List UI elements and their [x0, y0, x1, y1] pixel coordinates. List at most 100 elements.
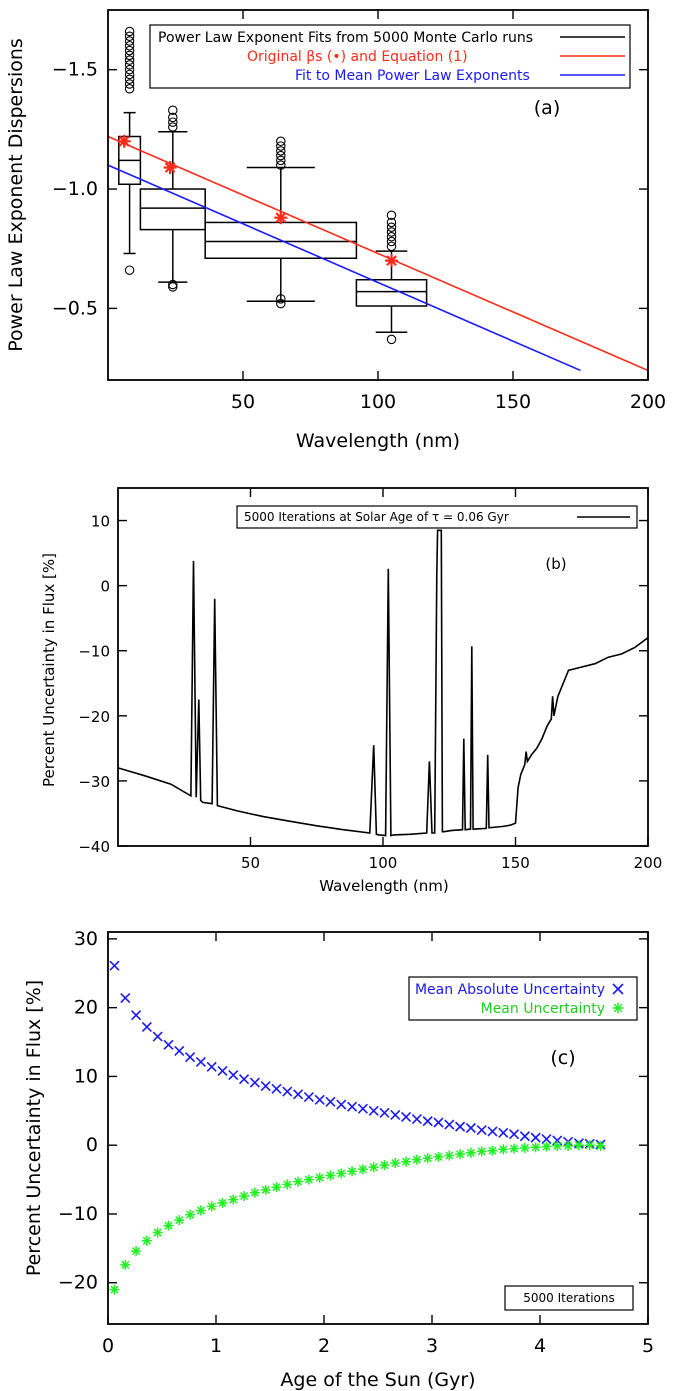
panel-b-legend: 5000 Iterations at Solar Age of τ = 0.06…	[244, 510, 630, 524]
panel-a-ylabel: Power Law Exponent Dispersions	[5, 38, 27, 352]
mean-uncertainty-point	[476, 1146, 487, 1157]
box-outlier	[276, 294, 286, 304]
abs-uncertainty-point	[303, 1091, 314, 1103]
mean-uncertainty-point	[455, 1149, 466, 1160]
box-outlier	[124, 265, 135, 275]
panel-a-legend: Power Law Exponent Fits from 5000 Monte …	[158, 30, 625, 84]
abs-uncertainty-point	[433, 1117, 444, 1128]
mean-uncertainty-point	[390, 1158, 401, 1169]
mean-uncertainty-point	[509, 1143, 520, 1154]
y-tick-label: 30	[74, 928, 98, 950]
mean-uncertainty-point	[271, 1182, 282, 1193]
box-outlier	[124, 36, 135, 46]
abs-uncertainty-point	[498, 1127, 509, 1138]
box-outlier	[168, 117, 178, 127]
abs-uncertainty-point	[519, 1131, 530, 1142]
y-tick-label: −10	[78, 643, 110, 661]
box	[118, 26, 142, 275]
abs-uncertainty-point	[401, 1111, 412, 1123]
box-outlier	[386, 236, 397, 247]
abs-uncertainty-point	[239, 1074, 250, 1085]
x-tick-label: 200	[634, 854, 663, 872]
panel-c-axes-frame	[107, 931, 649, 1325]
mean-uncertainty-point	[293, 1176, 304, 1187]
x-tick-label: 50	[241, 854, 260, 872]
abs-uncertainty-point	[347, 1101, 358, 1112]
legend-a-entry-3: Fit to Mean Power Law Exponents	[295, 68, 530, 84]
mean-uncertainty-point	[303, 1174, 314, 1185]
panel-b-legend-box	[236, 505, 638, 529]
mean-uncertainty-point	[174, 1215, 185, 1226]
legend-a-entry-1: Power Law Exponent Fits from 5000 Monte …	[158, 30, 533, 46]
box-outlier	[276, 146, 286, 156]
panel-c-note-box	[504, 1285, 634, 1311]
box-outlier	[386, 232, 397, 242]
mean-uncertainty-point	[595, 1140, 606, 1151]
box-outlier	[124, 45, 135, 56]
box-outlier	[386, 222, 397, 232]
box-outlier	[124, 79, 135, 89]
mean-uncertainty-point	[357, 1164, 368, 1175]
fit-line	[107, 164, 581, 372]
mean-uncertainty-point	[260, 1184, 271, 1195]
panel-b-ylabel: Percent Uncertainty in Flux [%]	[40, 553, 58, 787]
mean-uncertainty-point	[239, 1191, 250, 1202]
mean-uncertainty-point	[195, 1205, 206, 1216]
panel-c-note: 5000 Iterations	[523, 1291, 615, 1305]
y-tick-label: 10	[91, 513, 110, 531]
abs-uncertainty-point	[444, 1119, 455, 1130]
y-tick-label: −10	[58, 1203, 98, 1225]
box	[139, 105, 206, 292]
box-body	[355, 278, 428, 307]
box-outlier	[124, 55, 135, 65]
box-outlier	[168, 122, 178, 132]
mean-uncertainty-point	[152, 1227, 163, 1238]
mean-uncertainty-point	[519, 1142, 530, 1153]
abs-uncertainty-point	[422, 1116, 433, 1127]
panel-b-ticks: 50 100 150 200 −40 −30 −20 −10 0 10	[78, 488, 662, 872]
abs-uncertainty-point	[282, 1086, 293, 1097]
abs-uncertainty-point	[476, 1124, 487, 1136]
y-tick-label: 20	[74, 997, 98, 1019]
x-tick-label: 1	[210, 1335, 222, 1357]
box-outlier	[124, 84, 135, 94]
abs-uncertainty-point	[217, 1065, 228, 1076]
box-outlier	[124, 41, 135, 51]
x-tick-label: 200	[630, 391, 666, 413]
box-outlier	[386, 217, 397, 228]
abs-uncertainty-point	[455, 1121, 466, 1132]
panel-a: 50 100 150 200 −1.5 −1.0 −0.5 Power Law Expone…	[5, 9, 666, 452]
abs-uncertainty-point	[109, 960, 120, 971]
abs-uncertainty-point	[411, 1113, 422, 1125]
panel-c-xlabel: Age of the Sun (Gyr)	[280, 1369, 475, 1391]
legend-b-entry-1: 5000 Iterations at Solar Age of τ = 0.06…	[244, 510, 509, 524]
box-outlier	[168, 279, 178, 290]
x-tick-label: 5	[642, 1335, 654, 1357]
abs-uncertainty-point	[293, 1089, 304, 1100]
box-outlier	[386, 241, 397, 252]
abs-uncertainty-point	[260, 1080, 271, 1092]
box-outlier	[168, 282, 178, 292]
legend-x-marker	[612, 983, 624, 995]
mean-uncertainty-point	[422, 1153, 433, 1164]
uncertainty-line	[117, 529, 649, 837]
mean-uncertainty-point	[325, 1170, 336, 1181]
abs-uncertainty-point	[120, 992, 131, 1004]
abs-uncertainty-point	[325, 1096, 336, 1107]
mean-uncertainty-point	[347, 1166, 358, 1177]
mean-uncertainty-point	[206, 1201, 217, 1212]
x-tick-label: 4	[534, 1335, 546, 1357]
mean-uncertainty-point	[163, 1220, 174, 1231]
abs-uncertainty-point	[314, 1094, 325, 1105]
mean-uncertainty-point	[379, 1160, 390, 1171]
abs-uncertainty-point	[368, 1105, 379, 1116]
legend-c-entry-2: Mean Uncertainty	[481, 1001, 605, 1017]
mean-uncertainty-point	[584, 1140, 595, 1151]
y-tick-label: 0	[100, 578, 110, 596]
mean-uncertainty-point	[487, 1145, 498, 1156]
mean-uncertainty-point	[120, 1259, 131, 1270]
box-outlier	[124, 31, 135, 42]
x-tick-label: 150	[501, 854, 530, 872]
panel-a-ticks: 50 100 150 200 −1.5 −1.0 −0.5	[52, 10, 666, 413]
